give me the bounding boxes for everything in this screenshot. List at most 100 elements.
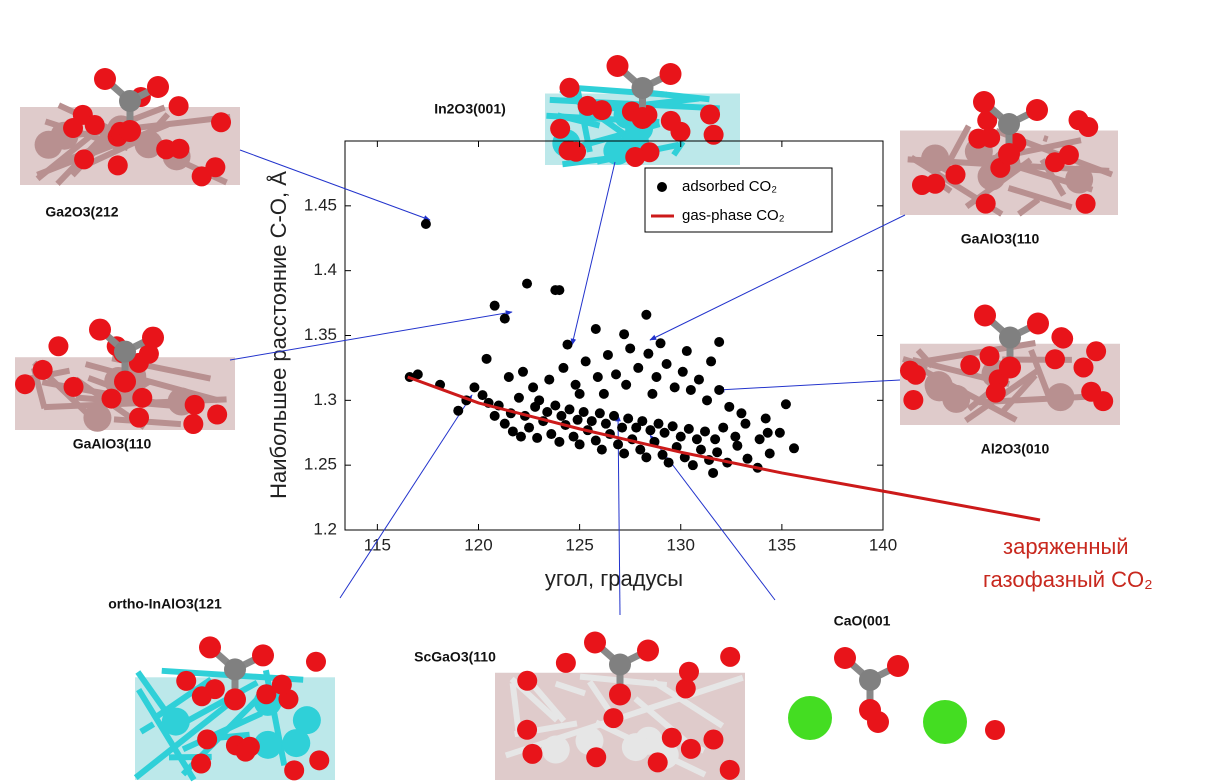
oxygen-atom bbox=[625, 147, 645, 167]
point bbox=[643, 349, 653, 359]
oxygen-atom bbox=[1086, 341, 1106, 361]
point bbox=[611, 369, 621, 379]
x-tick-label: 130 bbox=[667, 535, 695, 554]
oxygen-atom bbox=[517, 671, 537, 691]
oxygen-atom bbox=[309, 750, 329, 770]
pointer-arrow bbox=[340, 395, 472, 598]
point bbox=[710, 434, 720, 444]
point bbox=[591, 324, 601, 334]
structure-label: ortho-InAlO3(121 bbox=[108, 596, 222, 612]
oxygen-atom bbox=[517, 720, 537, 740]
point bbox=[688, 460, 698, 470]
side-label: газофазный CO₂ bbox=[983, 567, 1153, 592]
point bbox=[623, 413, 633, 423]
point bbox=[613, 439, 623, 449]
point bbox=[696, 445, 706, 455]
point bbox=[591, 436, 601, 446]
point bbox=[595, 408, 605, 418]
oxygen-atom bbox=[191, 754, 211, 774]
oxygen-atom bbox=[925, 174, 945, 194]
oxygen-atom bbox=[980, 346, 1000, 366]
point bbox=[641, 452, 651, 462]
point bbox=[482, 354, 492, 364]
point bbox=[694, 375, 704, 385]
carbon-atom bbox=[609, 654, 631, 676]
point bbox=[534, 395, 544, 405]
oxygen-atom bbox=[704, 125, 724, 145]
oxygen-atom bbox=[660, 63, 682, 85]
oxygen-atom bbox=[142, 327, 164, 349]
oxygen-atom bbox=[129, 408, 149, 428]
bond bbox=[1044, 138, 1048, 139]
oxygen-atom bbox=[169, 96, 189, 116]
point bbox=[558, 363, 568, 373]
point bbox=[532, 433, 542, 443]
point bbox=[781, 399, 791, 409]
point bbox=[621, 380, 631, 390]
oxygen-atom bbox=[522, 744, 542, 764]
pointer-arrow bbox=[718, 380, 900, 390]
oxygen-atom bbox=[566, 142, 586, 162]
point bbox=[678, 367, 688, 377]
structure-image bbox=[20, 68, 240, 186]
point bbox=[656, 338, 666, 348]
point bbox=[603, 350, 613, 360]
y-tick-label: 1.3 bbox=[313, 390, 337, 409]
point bbox=[692, 434, 702, 444]
oxygen-atom bbox=[284, 760, 304, 780]
point bbox=[670, 382, 680, 392]
oxygen-atom bbox=[306, 652, 326, 672]
oxygen-atom bbox=[985, 720, 1005, 740]
point bbox=[775, 428, 785, 438]
point bbox=[718, 423, 728, 433]
oxygen-atom bbox=[946, 165, 966, 185]
point bbox=[490, 411, 500, 421]
point bbox=[544, 375, 554, 385]
point bbox=[587, 416, 597, 426]
point bbox=[625, 343, 635, 353]
oxygen-atom bbox=[224, 688, 246, 710]
x-tick-label: 140 bbox=[869, 535, 897, 554]
oxygen-atom bbox=[147, 76, 169, 98]
oxygen-atom bbox=[252, 644, 274, 666]
x-tick-label: 115 bbox=[364, 535, 391, 554]
point bbox=[641, 310, 651, 320]
oxygen-atom bbox=[94, 68, 116, 90]
oxygen-atom bbox=[550, 119, 570, 139]
side-label: заряженный bbox=[1003, 534, 1129, 559]
structure-label: ScGaO3(110 bbox=[414, 649, 496, 665]
point bbox=[714, 337, 724, 347]
oxygen-atom bbox=[578, 96, 598, 116]
y-tick-label: 1.35 bbox=[304, 325, 337, 344]
point bbox=[682, 346, 692, 356]
metal-atom bbox=[921, 144, 949, 172]
structure-image bbox=[495, 632, 745, 781]
point bbox=[755, 434, 765, 444]
oxygen-atom bbox=[1073, 357, 1093, 377]
oxygen-atom bbox=[703, 730, 723, 750]
y-tick-label: 1.4 bbox=[313, 260, 337, 279]
structure-label: GaAlO3(110 bbox=[73, 436, 152, 452]
oxygen-atom bbox=[132, 388, 152, 408]
oxygen-atom bbox=[998, 143, 1020, 165]
point bbox=[575, 389, 585, 399]
point bbox=[601, 419, 611, 429]
oxygen-atom bbox=[33, 360, 53, 380]
y-axis-label: Наибольшее расстояние C-O, Å bbox=[266, 171, 291, 499]
structure-image bbox=[15, 319, 235, 434]
point bbox=[593, 372, 603, 382]
page: угол, градусы Наибольшее расстояние C-O,… bbox=[0, 0, 1224, 783]
oxygen-atom bbox=[64, 377, 84, 397]
oxygen-atom bbox=[85, 115, 105, 135]
point bbox=[712, 447, 722, 457]
oxygen-atom bbox=[205, 157, 225, 177]
oxygen-atom bbox=[1069, 110, 1089, 130]
oxygen-atom bbox=[720, 647, 740, 667]
point bbox=[724, 402, 734, 412]
point bbox=[554, 285, 564, 295]
oxygen-atom bbox=[169, 139, 189, 159]
oxygen-atom bbox=[586, 747, 606, 767]
pointer-arrow bbox=[572, 162, 615, 345]
point bbox=[662, 359, 672, 369]
point bbox=[453, 406, 463, 416]
